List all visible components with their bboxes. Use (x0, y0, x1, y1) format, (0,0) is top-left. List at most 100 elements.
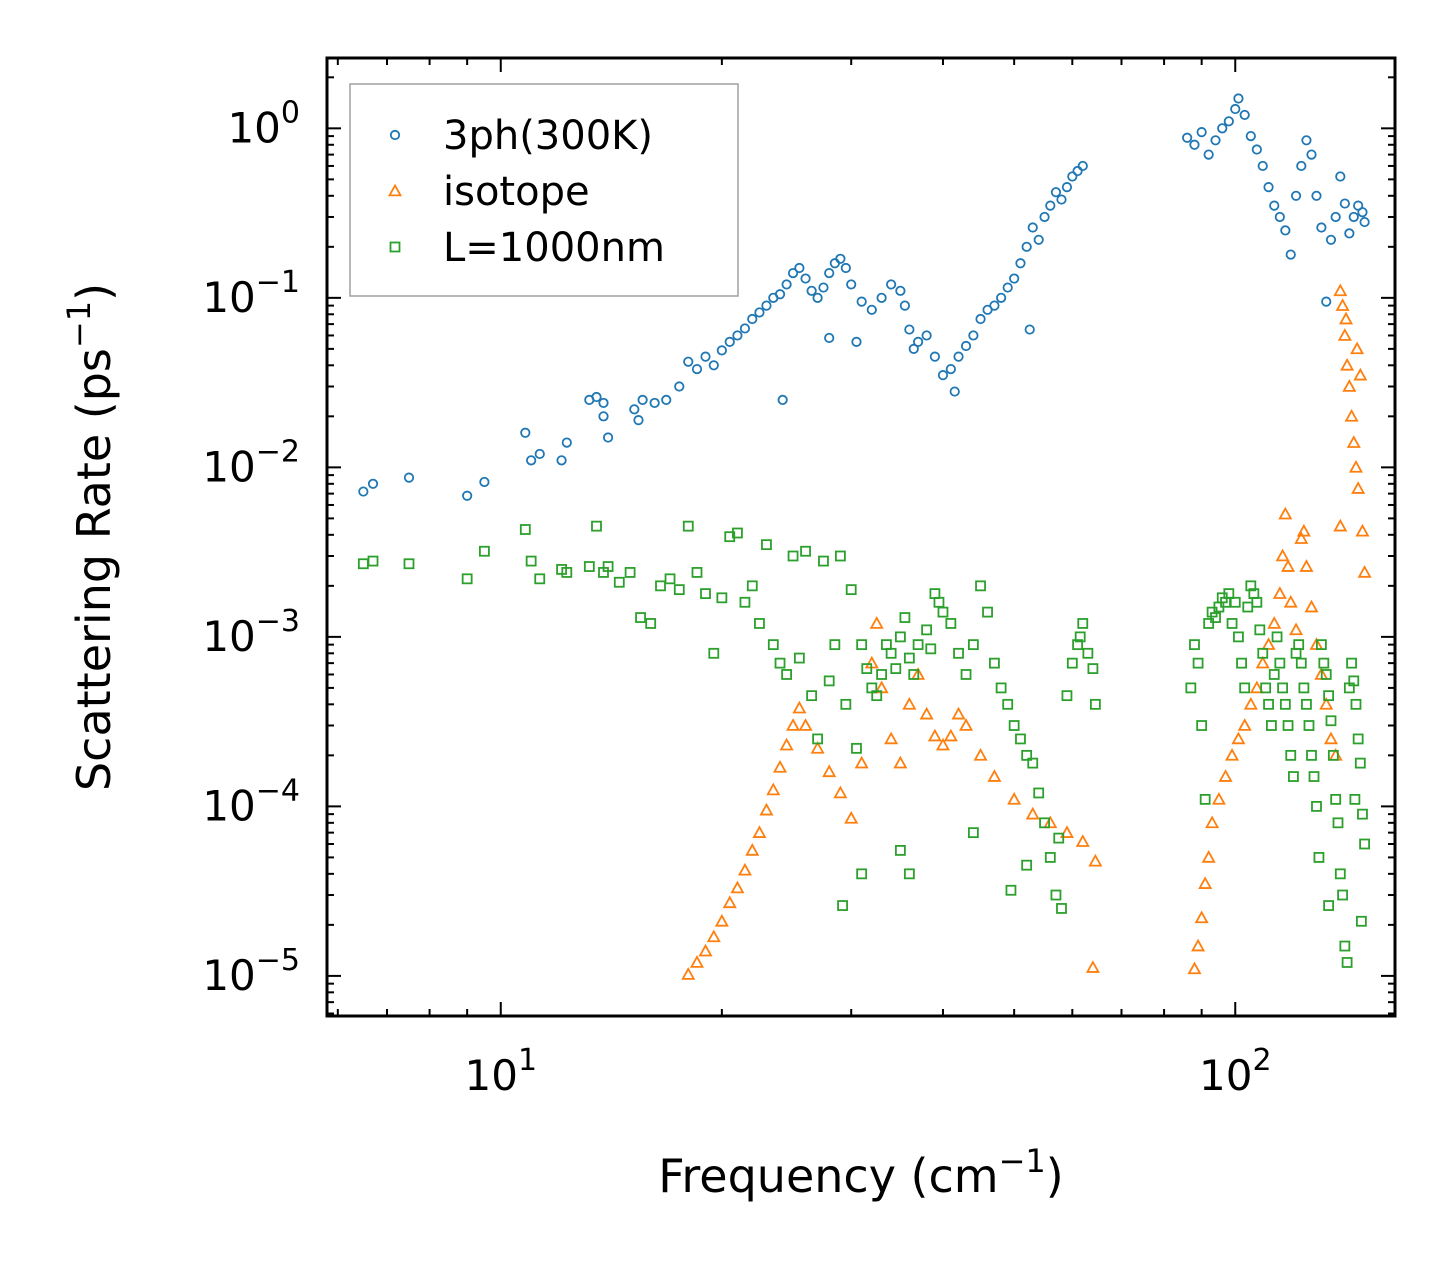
data-point (856, 868, 868, 880)
data-point (982, 606, 993, 618)
data-point (1245, 580, 1257, 592)
data-point (953, 351, 964, 362)
data-point (1191, 938, 1206, 952)
data-point (1231, 731, 1246, 745)
data-point (1325, 234, 1337, 245)
data-point (1357, 207, 1368, 218)
data-point (1344, 228, 1355, 239)
data-point (1210, 612, 1221, 623)
data-point (929, 588, 941, 600)
data-point (583, 561, 595, 572)
data-point (714, 913, 729, 927)
data-point (613, 576, 625, 588)
data-point (851, 336, 862, 347)
data-point (1085, 960, 1100, 973)
data-point (1002, 698, 1014, 710)
data-point (682, 520, 694, 532)
data-point (1251, 596, 1263, 608)
data-point (1033, 787, 1045, 799)
data-point (856, 639, 868, 651)
data-point (902, 696, 917, 710)
data-point (960, 669, 972, 680)
data-point (746, 580, 758, 592)
data-point (1043, 815, 1058, 829)
data-point (1021, 859, 1033, 871)
data-point (787, 550, 799, 562)
data-point (1027, 222, 1038, 233)
data-point (1290, 647, 1302, 659)
data-point (1067, 171, 1078, 182)
data-point (716, 592, 728, 604)
data-point (479, 476, 490, 488)
plot-frame (325, 56, 1397, 1018)
data-point (1304, 599, 1319, 613)
y-tick-label: 100 (227, 95, 300, 152)
data-point (1185, 682, 1197, 694)
data-point (1308, 771, 1320, 782)
data-point (598, 397, 609, 409)
data-point (637, 394, 648, 406)
data-point (1359, 838, 1370, 850)
data-point (761, 300, 772, 311)
data-point (708, 360, 719, 371)
data-point (1061, 182, 1073, 193)
legend-label: 3ph(300K) (443, 113, 653, 159)
data-point (1072, 639, 1083, 651)
data-point (1335, 171, 1346, 182)
data-point (1278, 506, 1293, 520)
data-point (1257, 647, 1269, 659)
data-point (1223, 116, 1234, 127)
data-point (869, 616, 884, 629)
data-point (1268, 669, 1280, 680)
data-point (1189, 639, 1200, 651)
data-point (1318, 657, 1330, 669)
data-point (706, 929, 721, 943)
data-point (921, 624, 933, 636)
data-point (1182, 132, 1193, 143)
data-point (779, 737, 794, 751)
data-point (1350, 698, 1362, 710)
data-point (1321, 296, 1332, 307)
data-point (629, 404, 640, 415)
data-point (1296, 160, 1307, 172)
data-point (403, 472, 415, 483)
data-point (1271, 631, 1283, 643)
data-point (829, 639, 841, 651)
data-point (1319, 696, 1334, 710)
data-point (745, 843, 760, 856)
series-isotope (681, 283, 1372, 980)
data-point (561, 437, 572, 448)
data-point (1002, 282, 1013, 293)
data-point (846, 279, 857, 290)
data-point (798, 718, 813, 731)
data-point (949, 386, 960, 397)
data-point (1267, 616, 1282, 629)
data-point (885, 647, 897, 659)
data-point (1237, 718, 1252, 731)
data-point (1313, 852, 1325, 863)
data-marks (357, 93, 1372, 980)
data-point (1263, 182, 1274, 193)
data-point (1087, 663, 1099, 674)
data-point (1021, 241, 1032, 252)
data-point (908, 343, 919, 354)
data-point (1333, 283, 1348, 297)
data-point (1196, 127, 1207, 138)
data-point (1217, 123, 1228, 134)
data-point (943, 728, 958, 742)
data-point (1074, 631, 1086, 643)
data-point (854, 755, 869, 769)
data-point (894, 844, 906, 856)
data-point (1223, 588, 1235, 600)
data-point (975, 580, 986, 592)
data-point (1199, 793, 1211, 805)
data-point (829, 258, 840, 269)
data-point (844, 810, 859, 824)
data-point (1354, 757, 1366, 769)
data-point (602, 561, 614, 572)
data-point (794, 262, 805, 274)
data-point (871, 690, 883, 702)
legend-marker (387, 183, 403, 197)
data-point (700, 351, 711, 362)
data-point (876, 669, 888, 680)
